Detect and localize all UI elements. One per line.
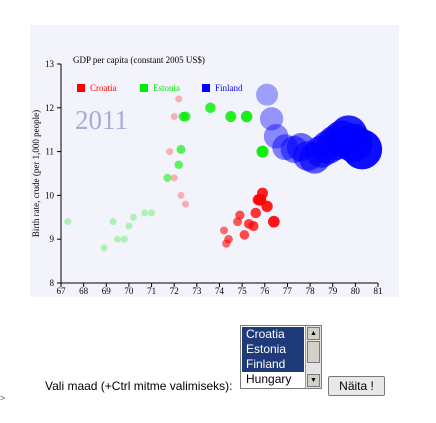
y-tick-label: 13: [45, 59, 55, 69]
data-point-croatia: [267, 215, 280, 228]
data-point-estonia: [163, 173, 172, 182]
trail-point-croatia: [177, 191, 185, 199]
x-tick-label: 74: [215, 286, 225, 296]
legend-label-croatia: Croatia: [90, 83, 117, 93]
x-tick-label: 81: [374, 286, 383, 296]
x-tick-label: 68: [79, 286, 89, 296]
year-label: 2011: [75, 105, 128, 135]
legend-swatch-finland: [202, 84, 210, 92]
x-tick-label: 78: [306, 286, 316, 296]
trail-point-estonia: [141, 209, 149, 217]
data-point-croatia: [254, 193, 267, 206]
data-point-croatia: [235, 210, 245, 220]
data-point-finland: [256, 83, 279, 106]
scrollbar-thumb[interactable]: [307, 341, 320, 363]
trail-point-estonia: [64, 218, 72, 226]
data-point-finland: [342, 129, 383, 170]
data-point-croatia: [250, 207, 261, 219]
show-button[interactable]: Näita !: [328, 376, 385, 396]
trail-point-estonia: [148, 209, 156, 217]
x-tick-label: 75: [238, 286, 248, 296]
x-tick-label: 69: [102, 286, 112, 296]
trail-point-croatia: [170, 113, 178, 121]
legend-swatch-estonia: [140, 84, 148, 92]
data-point-estonia: [176, 144, 186, 154]
data-point-estonia: [180, 111, 191, 122]
trail-point-croatia: [170, 174, 178, 182]
trail-point-estonia: [109, 218, 117, 226]
country-multiselect[interactable]: Croatia Estonia Finland Hungary ▲ ▼: [240, 325, 322, 389]
chart-title: GDP per capita (constant 2005 US$): [73, 55, 205, 65]
data-point-estonia: [256, 145, 269, 158]
country-option[interactable]: Hungary: [246, 372, 292, 386]
caret-marker: >: [0, 393, 6, 403]
scroll-up-button[interactable]: ▲: [307, 327, 320, 340]
chart-panel: 67 68 69 70 71 72 73 74 75 76 77 78 79 80 81 8 9 10 11 12 13…: [30, 25, 399, 297]
y-tick-label: 12: [45, 103, 54, 113]
x-tick-label: 67: [57, 286, 67, 296]
data-point-croatia: [220, 226, 229, 235]
x-tick-label: 76: [260, 286, 270, 296]
legend-label-finland: Finland: [215, 83, 243, 93]
data-point-croatia: [239, 230, 250, 240]
x-tick-label: 73: [192, 286, 202, 296]
data-point-finland: [263, 123, 289, 149]
trail-point-estonia: [129, 213, 137, 221]
trail-point-estonia: [125, 222, 133, 230]
bubble-chart: 67 68 69 70 71 72 73 74 75 76 77 78 79 80 81 8 9 10 11 12 13…: [31, 55, 383, 296]
legend-label-estonia: Estonia: [153, 83, 180, 93]
x-tick-label: 70: [124, 286, 134, 296]
country-option[interactable]: Croatia: [242, 327, 304, 342]
y-tick-label: 10: [45, 190, 55, 200]
y-tick-label: 8: [50, 278, 55, 288]
trail-point-croatia: [166, 148, 174, 156]
trail-point-estonia: [100, 244, 108, 252]
x-tick-label: 80: [351, 286, 361, 296]
trail-point-croatia: [175, 95, 183, 103]
country-select-label: Vali maad (+Ctrl mitme valimiseks):: [45, 379, 233, 393]
x-tick-label: 79: [328, 286, 338, 296]
data-point-estonia: [240, 110, 253, 123]
data-point-estonia: [205, 102, 216, 114]
data-point-estonia: [174, 160, 183, 169]
country-option[interactable]: Finland: [242, 357, 304, 372]
x-tick-label: 72: [170, 286, 179, 296]
country-option[interactable]: Estonia: [242, 342, 304, 357]
data-point-estonia: [225, 111, 237, 123]
y-tick-label: 9: [50, 234, 55, 244]
trail-point-croatia: [182, 200, 190, 208]
scrollbar[interactable]: ▲ ▼: [305, 326, 321, 388]
y-axis-title: Birth rate, crude (per 1,000 people): [31, 110, 41, 237]
data-point-croatia: [248, 220, 259, 232]
x-tick-label: 71: [147, 286, 156, 296]
trail-point-estonia: [114, 235, 122, 243]
legend-swatch-croatia: [77, 84, 85, 92]
country-option-list[interactable]: Croatia Estonia Finland Hungary: [242, 327, 304, 387]
data-point-finland: [259, 107, 284, 131]
x-tick-label: 77: [283, 286, 293, 296]
scroll-down-button[interactable]: ▼: [307, 374, 320, 387]
trail-point-estonia: [120, 235, 128, 243]
y-tick-label: 11: [45, 147, 54, 157]
data-point-croatia: [224, 234, 233, 244]
